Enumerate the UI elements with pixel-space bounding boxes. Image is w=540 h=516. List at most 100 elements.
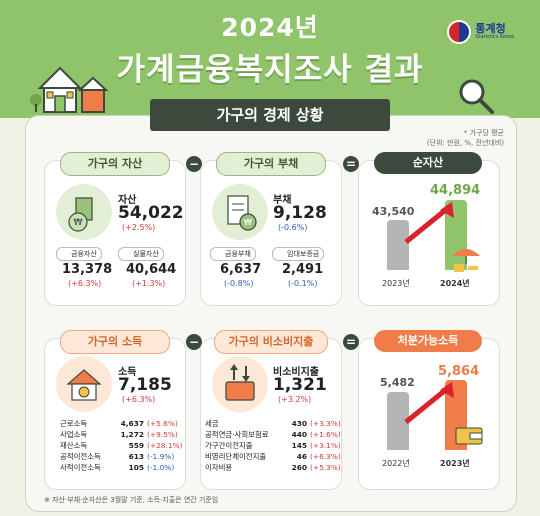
- breakdown-value: 105: [128, 463, 144, 472]
- income-icon: [56, 356, 112, 412]
- breakdown-name: 이자비용: [205, 463, 233, 472]
- breakdown-row: 가구간이전지출 145 (+3.1%): [205, 440, 344, 451]
- breakdown-name: 사업소득: [60, 430, 88, 439]
- debt-change: (-0.6%): [278, 223, 308, 232]
- deposit-debt-value: 2,491: [282, 262, 324, 277]
- nonconsumption-breakdown-list: 세금 430 (+3.3%) 공적연금·사회보험료 440 (+1.6%) 가구간이전지출 1…: [205, 418, 344, 473]
- real-assets-label: 실물자산: [118, 247, 164, 261]
- breakdown-row: 비영리단체이전지출 46 (+6.3%): [205, 451, 344, 462]
- note-line-1: * 가구당 평균: [463, 129, 504, 137]
- breakdown-value: 4,637: [120, 419, 144, 428]
- debt-value: 9,128: [273, 203, 327, 223]
- breakdown-change: (+3.3%): [310, 419, 341, 428]
- income-label: 소득: [118, 367, 137, 378]
- disposable-prev-value: 5,482: [380, 376, 415, 389]
- breakdown-change: (+9.5%): [147, 430, 178, 439]
- net-assets-title: 순자산: [374, 152, 482, 174]
- breakdown-value: 613: [128, 452, 144, 461]
- net-assets-card: [358, 160, 500, 306]
- deposit-debt-change: (-0.1%): [288, 279, 318, 288]
- financial-assets-value: 13,378: [62, 262, 113, 277]
- card-wallet-icon: [455, 427, 483, 445]
- equals-operator-2: =: [343, 334, 359, 350]
- breakdown-value: 440: [291, 430, 307, 439]
- breakdown-change: (+5.3%): [310, 463, 341, 472]
- income-title: 가구의 소득: [60, 330, 170, 354]
- breakdown-row: 공적연금·사회보험료 440 (+1.6%): [205, 429, 344, 440]
- taegeuk-icon: [447, 20, 472, 44]
- breakdown-row: 사적이전소득 105 (-1.0%): [60, 462, 181, 473]
- minus-operator-2: −: [186, 334, 202, 350]
- wallet-out-icon: [225, 364, 255, 401]
- breakdown-change: (-1.0%): [147, 463, 175, 472]
- header-title: 가계금융복지조사 결과: [116, 52, 424, 88]
- disposable-title: 처분가능소득: [374, 330, 482, 352]
- real-assets-value: 40,644: [126, 262, 177, 277]
- nonconsumption-icon: [212, 356, 268, 412]
- logo-name: 통계청: [475, 22, 506, 35]
- net-assets-curr-value: 44,894: [430, 183, 481, 198]
- net-assets-prev-year: 2023년: [382, 279, 410, 288]
- unit-note: * 가구당 평균 (단위: 만원, %, 전년대비): [427, 128, 504, 148]
- svg-text:₩: ₩: [74, 218, 83, 228]
- house-icon: [30, 66, 109, 113]
- header-year: 2024년: [221, 13, 319, 42]
- breakdown-name: 사적이전소득: [60, 463, 101, 472]
- assets-value: 54,022: [118, 203, 184, 223]
- disposable-curr-year: 2023년: [440, 459, 470, 468]
- section-title: 가구의 경제 상황: [150, 99, 390, 131]
- nonconsumption-label: 비소비지출: [273, 367, 319, 378]
- money-umbrella-icon: [452, 249, 480, 272]
- income-breakdown-list: 근로소득 4,637 (+5.6%) 사업소득 1,272 (+9.5%) 재산소득 559(…: [60, 418, 183, 473]
- nonconsumption-value: 1,321: [273, 375, 327, 395]
- breakdown-name: 근로소득: [60, 419, 88, 428]
- breakdown-value: 260: [291, 463, 307, 472]
- nonconsumption-title: 가구의 비소비지출: [214, 330, 328, 354]
- breakdown-row: 공적이전소득 613 (-1.9%): [60, 451, 181, 462]
- assets-change: (+2.5%): [122, 223, 156, 232]
- loan-document-icon: ₩: [227, 195, 257, 231]
- disposable-card: [358, 338, 500, 490]
- financial-assets-change: (+6.3%): [68, 279, 102, 288]
- net-assets-prev-value: 43,540: [372, 205, 415, 218]
- deposit-debt-label: 임대보증금: [272, 247, 325, 261]
- house-coin-icon: [66, 369, 102, 401]
- breakdown-row: 이자비용 260 (+5.3%): [205, 462, 344, 473]
- breakdown-value: 1,272: [120, 430, 144, 439]
- coin-stack-icon: ₩: [68, 197, 93, 232]
- breakdown-value: 46: [296, 452, 307, 461]
- breakdown-change: (-1.9%): [147, 452, 175, 461]
- net-assets-prev-bar: [387, 220, 409, 270]
- breakdown-name: 재산소득: [60, 441, 88, 450]
- breakdown-row: 근로소득 4,637 (+5.6%): [60, 418, 181, 429]
- disposable-curr-value: 5,864: [438, 364, 480, 379]
- disposable-prev-bar: [387, 392, 409, 450]
- breakdown-change: (+6.3%): [310, 452, 341, 461]
- breakdown-name: 가구간이전지출: [205, 441, 253, 450]
- breakdown-value: 145: [291, 441, 307, 450]
- financial-debt-label: 금융부채: [210, 247, 256, 261]
- breakdown-value: 430: [291, 419, 307, 428]
- nonconsumption-change: (+3.2%): [278, 395, 312, 404]
- breakdown-name: 공적이전소득: [60, 452, 101, 461]
- minus-operator: −: [186, 156, 202, 172]
- breakdown-name: 공적연금·사회보험료: [205, 430, 269, 439]
- income-value: 7,185: [118, 375, 172, 395]
- breakdown-change: (+28.1%): [147, 441, 183, 450]
- breakdown-change: (+1.6%): [310, 430, 341, 439]
- breakdown-change: (+3.1%): [310, 441, 341, 450]
- real-assets-change: (+1.3%): [132, 279, 166, 288]
- equals-operator: =: [343, 156, 359, 172]
- income-change: (+6.3%): [122, 395, 156, 404]
- breakdown-name: 비영리단체이전지출: [205, 452, 267, 461]
- breakdown-name: 세금: [205, 419, 219, 428]
- breakdown-row: 세금 430 (+3.3%): [205, 418, 344, 429]
- net-assets-curr-year: 2024년: [440, 279, 470, 288]
- assets-icon: ₩: [56, 184, 112, 240]
- financial-debt-change: (-0.8%): [224, 279, 254, 288]
- financial-assets-label: 금융자산: [56, 247, 102, 261]
- assets-title: 가구의 자산: [60, 152, 170, 176]
- footnote: ※ 자산·부채·순자산은 3월말 기준, 소득·지출은 연간 기준임: [44, 496, 219, 504]
- magnifier-icon: [459, 79, 494, 114]
- logo-sub: Statistics Korea: [475, 34, 514, 40]
